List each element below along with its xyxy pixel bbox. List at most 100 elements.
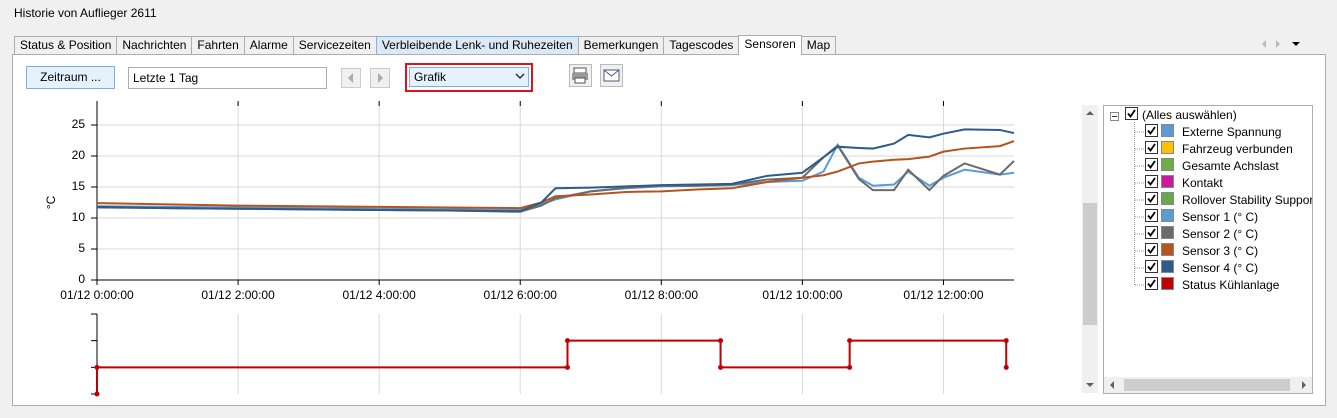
view-select-frame: Grafik (405, 63, 533, 92)
series-marker (718, 364, 724, 370)
tree-lines (1110, 112, 1135, 286)
tab-scroll[interactable] (1258, 36, 1308, 52)
color-swatch (1161, 243, 1174, 256)
checkbox[interactable] (1125, 107, 1138, 120)
tree-item-label: Status Kühlanlage (1182, 278, 1280, 292)
tab[interactable]: Alarme (243, 36, 294, 54)
checkbox[interactable] (1145, 209, 1158, 222)
y-tick-label: 20 (72, 148, 86, 162)
tab[interactable]: Status & Position (14, 36, 118, 54)
series-marker (94, 364, 100, 370)
tree-branch (1135, 284, 1145, 286)
checkbox[interactable] (1145, 175, 1158, 188)
x-tick-label: 01/12 4:00:00 (342, 288, 416, 302)
color-swatch (1161, 209, 1174, 222)
select-arrow (515, 73, 525, 80)
tree-item-label: Kontakt (1182, 176, 1223, 190)
x-tick-label: 01/12 0:00:00 (60, 288, 134, 302)
x-tick-label: 01/12 2:00:00 (201, 288, 275, 302)
series-line (96, 143, 1015, 213)
color-swatch (1161, 226, 1174, 239)
y-tick-label: 5 (78, 241, 85, 255)
series-marker (564, 364, 570, 370)
tab[interactable]: Nachrichten (116, 36, 193, 54)
tab[interactable]: Tagescodes (663, 36, 740, 54)
checkbox[interactable] (1145, 192, 1158, 205)
tree-branch (1135, 131, 1145, 133)
y-tick-label: 0 (78, 272, 85, 286)
tree-item-label: Gesamte Achslast (1182, 159, 1279, 173)
series-marker (1003, 338, 1009, 344)
color-swatch (1161, 158, 1174, 171)
check-mark (1147, 262, 1156, 271)
tab[interactable]: Verbleibende Lenk- und Ruhezeiten (375, 36, 579, 54)
tab[interactable]: Bemerkungen (577, 36, 665, 54)
series-line (96, 142, 1015, 211)
checkbox[interactable] (1145, 124, 1158, 137)
series-marker (847, 338, 853, 344)
checkbox[interactable] (1145, 141, 1158, 154)
check-mark (1147, 245, 1156, 254)
window-title: Historie von Auflieger 2611 (14, 6, 157, 20)
color-swatch (1161, 124, 1174, 137)
check-mark (1147, 228, 1156, 237)
x-tick-label: 01/12 8:00:00 (625, 288, 699, 302)
tree-item-label: Sensor 2 (° C) (1182, 227, 1259, 241)
y-axis-label: °C (44, 195, 58, 209)
v-scrollbar-graphics (1083, 111, 1097, 387)
color-swatch (1161, 141, 1174, 154)
series-marker (1003, 364, 1009, 370)
tree-item-label: Sensor 4 (° C) (1182, 261, 1259, 275)
y-tick-label: 25 (72, 117, 86, 131)
x-tick-label: 01/12 12:00:00 (903, 288, 983, 302)
tree-branch (1135, 250, 1145, 252)
view-select[interactable]: Grafik (409, 67, 529, 87)
period-button[interactable]: Zeitraum ... (26, 66, 115, 89)
x-tick-label: 01/12 6:00:00 (484, 288, 558, 302)
tree-item-label: Fahrzeug verbunden (1182, 142, 1293, 156)
v-scrollbar[interactable] (1082, 105, 1098, 393)
checkbox[interactable] (1145, 243, 1158, 256)
series-line (96, 128, 1015, 213)
color-swatch (1161, 192, 1174, 205)
sensor-tree: (Alles auswählen) Externe Spannung Fahrzeu… (1103, 105, 1313, 394)
tab[interactable]: Map (800, 36, 837, 54)
checkbox[interactable] (1145, 226, 1158, 239)
tree-branch (1135, 216, 1145, 218)
tree-branch (1135, 233, 1145, 235)
tab-strip: Status & Position Nachrichten Fahrten Alarm… (14, 35, 837, 55)
h-scrollbar[interactable] (1104, 377, 1312, 393)
tree-branch (1135, 267, 1145, 269)
period-field[interactable]: Letzte 1 Tag (128, 67, 327, 89)
check-mark (1147, 143, 1156, 152)
y-tick-label: 10 (72, 210, 86, 224)
series-marker (564, 338, 570, 344)
tree-item-label: Sensor 1 (° C) (1182, 210, 1259, 224)
checkbox[interactable] (1145, 277, 1158, 290)
tree-branch (1135, 199, 1145, 201)
color-swatch (1161, 277, 1174, 290)
check-mark (1147, 160, 1156, 169)
nav-buttons[interactable] (341, 68, 391, 88)
tab[interactable]: Servicezeiten (292, 36, 377, 54)
series-marker (94, 391, 100, 397)
y-tick-label: 15 (72, 179, 86, 193)
tree-item-label: Rollover Stability Suppor (1182, 193, 1313, 207)
series-marker (847, 364, 853, 370)
checkbox[interactable] (1145, 158, 1158, 171)
tree-branch (1135, 182, 1145, 184)
action-icons[interactable] (569, 64, 627, 88)
check-mark (1147, 211, 1156, 220)
series-line (96, 339, 1008, 394)
check-mark (1147, 194, 1156, 203)
tab[interactable]: Sensoren (738, 35, 802, 55)
checkbox[interactable] (1145, 260, 1158, 273)
check-mark (1127, 109, 1136, 118)
color-swatch (1161, 175, 1174, 188)
check-mark (1147, 279, 1156, 288)
x-tick-label: 01/12 10:00:00 (762, 288, 842, 302)
tree-item-label: Externe Spannung (1182, 125, 1282, 139)
color-swatch (1161, 260, 1174, 273)
